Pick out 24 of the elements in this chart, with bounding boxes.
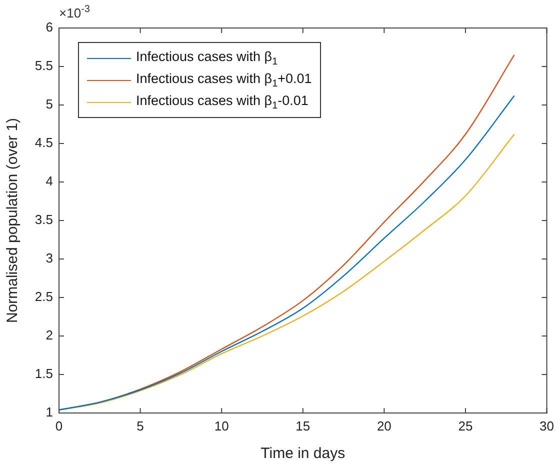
x-tick-label: 20	[376, 418, 392, 434]
y-tick-label: 4.5	[34, 135, 53, 150]
text: ×10$^{-3}$	[59, 4, 90, 20]
y-tick-label: 1	[46, 404, 53, 420]
x-tick-label: 30	[540, 418, 554, 434]
x-tick-label: 5	[136, 418, 144, 434]
y-tick-label: 3.5	[34, 212, 53, 228]
x-tick-label: 0	[55, 418, 63, 434]
y-axis-title: Normalised population (over 1)	[4, 118, 22, 324]
y-tick-label: 3	[46, 250, 53, 266]
legend-label: Infectious cases with β$_{1}$+0.01	[136, 70, 312, 90]
x-tick-label: 25	[458, 418, 473, 434]
y-tick-label: 2.5	[34, 289, 53, 304]
x-axis-title: Time in days	[260, 445, 346, 462]
y-tick-label: 6	[46, 20, 53, 35]
y-tick-label: 4	[46, 174, 53, 189]
y-tick-label: 2	[46, 328, 53, 343]
y-tick-label: 1.5	[34, 366, 53, 382]
y-tick-label: 5	[46, 96, 53, 112]
x-tick-label: 15	[296, 418, 310, 434]
x-tick-label: 10	[214, 418, 229, 434]
legend-label: Infectious cases with β$_{1}$	[136, 48, 278, 68]
y-tick-label: 5.5	[34, 58, 53, 74]
legend-label: Infectious cases with β$_{1}$-0.01	[136, 92, 308, 112]
